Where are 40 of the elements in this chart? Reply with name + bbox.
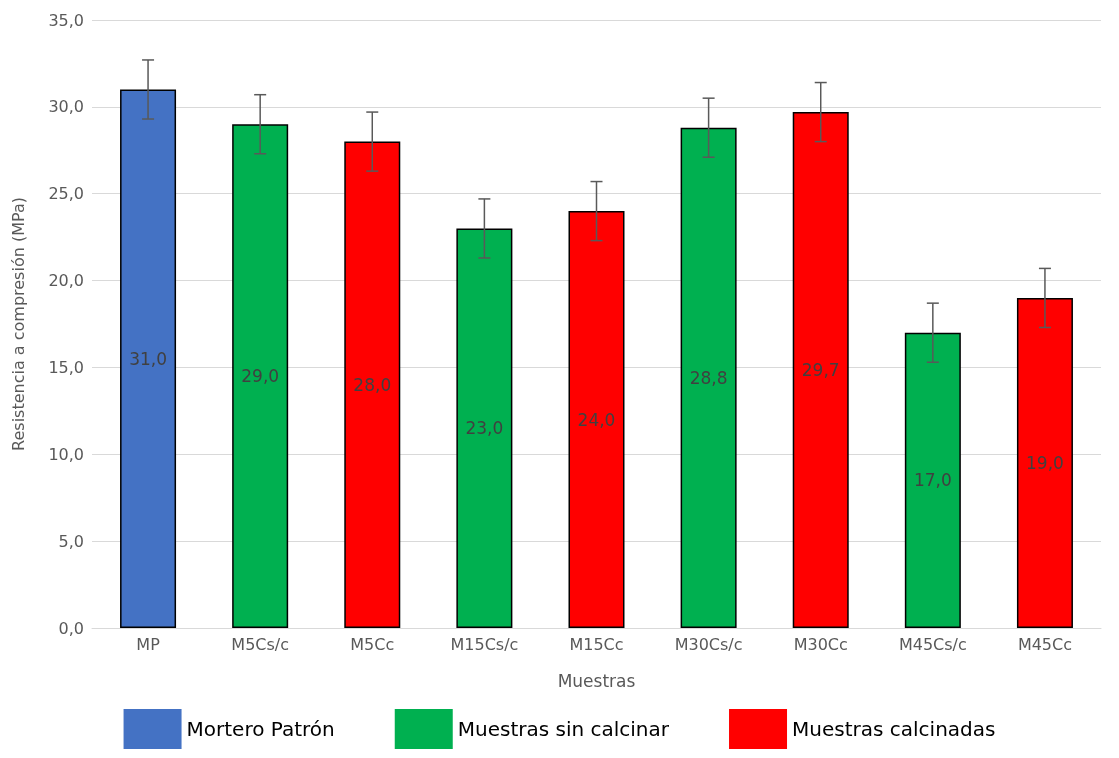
data-label: 31,0 xyxy=(129,348,167,369)
y-tick-label: 35,0 xyxy=(48,10,84,30)
bar xyxy=(344,141,401,628)
x-tick-label: M15Cs/c xyxy=(450,634,519,654)
x-axis-title: Muestras xyxy=(557,670,636,691)
bar xyxy=(904,332,961,628)
data-label: 19,0 xyxy=(1026,452,1064,473)
y-axis-title: Resistencia a compresión (MPa) xyxy=(8,197,28,451)
bar xyxy=(1016,297,1073,628)
data-label: 28,8 xyxy=(689,367,728,388)
legend-label: Muestras sin calcinar xyxy=(457,717,670,741)
legend-label: Muestras calcinadas xyxy=(792,717,996,741)
data-label: 24,0 xyxy=(577,409,616,430)
x-tick-label: M45Cc xyxy=(1017,634,1073,654)
bar xyxy=(792,112,849,628)
x-tick-label: M45Cs/c xyxy=(898,634,967,654)
y-tick-label: 30,0 xyxy=(48,97,84,117)
x-tick-label: M30Cc xyxy=(793,634,848,654)
x-tick-label: M30Cs/c xyxy=(674,634,743,654)
bar xyxy=(680,127,737,628)
x-tick-label: M15Cc xyxy=(569,634,624,654)
data-label: 17,0 xyxy=(913,470,952,491)
data-label: 23,0 xyxy=(465,418,504,439)
bar xyxy=(456,228,513,628)
y-tick-label: 5,0 xyxy=(58,531,84,551)
x-tick-label: M5Cc xyxy=(350,634,395,654)
bar xyxy=(232,124,289,628)
data-label: 28,0 xyxy=(353,374,392,395)
legend-label: Mortero Patrón xyxy=(186,717,335,741)
bar xyxy=(568,211,625,628)
data-label: 29,7 xyxy=(801,360,840,381)
y-tick-label: 25,0 xyxy=(48,184,84,204)
y-tick-label: 20,0 xyxy=(48,271,84,291)
y-tick-label: 15,0 xyxy=(48,357,84,377)
y-tick-label: 10,0 xyxy=(48,444,84,464)
x-tick-label: MP xyxy=(136,634,161,654)
x-tick-label: M5Cs/c xyxy=(231,634,290,654)
data-label: 29,0 xyxy=(241,366,280,387)
bar xyxy=(120,89,177,628)
y-tick-label: 0,0 xyxy=(58,618,84,638)
